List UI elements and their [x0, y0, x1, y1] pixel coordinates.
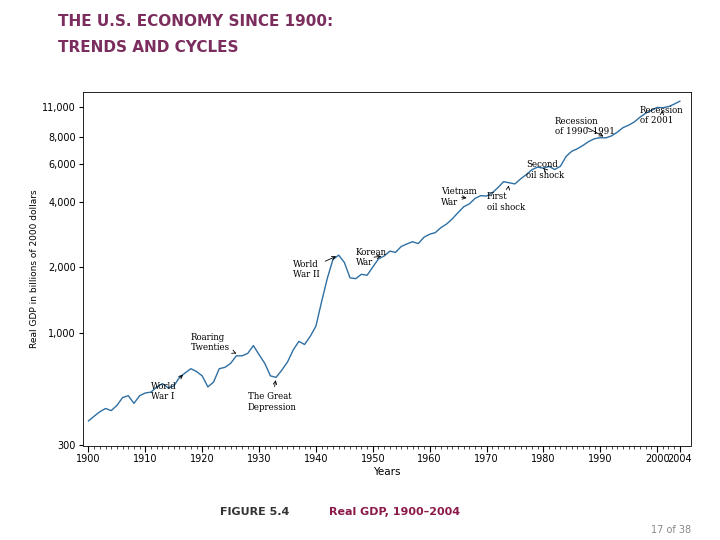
- Text: Korean
War: Korean War: [356, 248, 387, 267]
- Text: World
War I: World War I: [151, 375, 182, 401]
- Text: THE U.S. ECONOMY SINCE 1900:: THE U.S. ECONOMY SINCE 1900:: [58, 14, 333, 29]
- X-axis label: Years: Years: [373, 467, 401, 477]
- Text: First
oil shock: First oil shock: [487, 186, 525, 212]
- Text: 17 of 38: 17 of 38: [651, 524, 691, 535]
- Text: Real GDP, 1900–2004: Real GDP, 1900–2004: [328, 507, 460, 517]
- Text: Recession
of 2001: Recession of 2001: [640, 106, 684, 125]
- Text: Recession
of 1990–1991: Recession of 1990–1991: [554, 117, 615, 136]
- Text: World
War II: World War II: [293, 256, 336, 279]
- Text: Roaring
Twenties: Roaring Twenties: [191, 333, 235, 353]
- Text: The Great
Depression: The Great Depression: [248, 381, 297, 411]
- Y-axis label: Real GDP in billions of 2000 dollars: Real GDP in billions of 2000 dollars: [30, 190, 40, 348]
- Text: Second
oil shock: Second oil shock: [526, 160, 564, 180]
- Text: Vietnam
War: Vietnam War: [441, 187, 477, 207]
- Text: TRENDS AND CYCLES: TRENDS AND CYCLES: [58, 40, 238, 56]
- Text: FIGURE 5.4: FIGURE 5.4: [220, 507, 289, 517]
